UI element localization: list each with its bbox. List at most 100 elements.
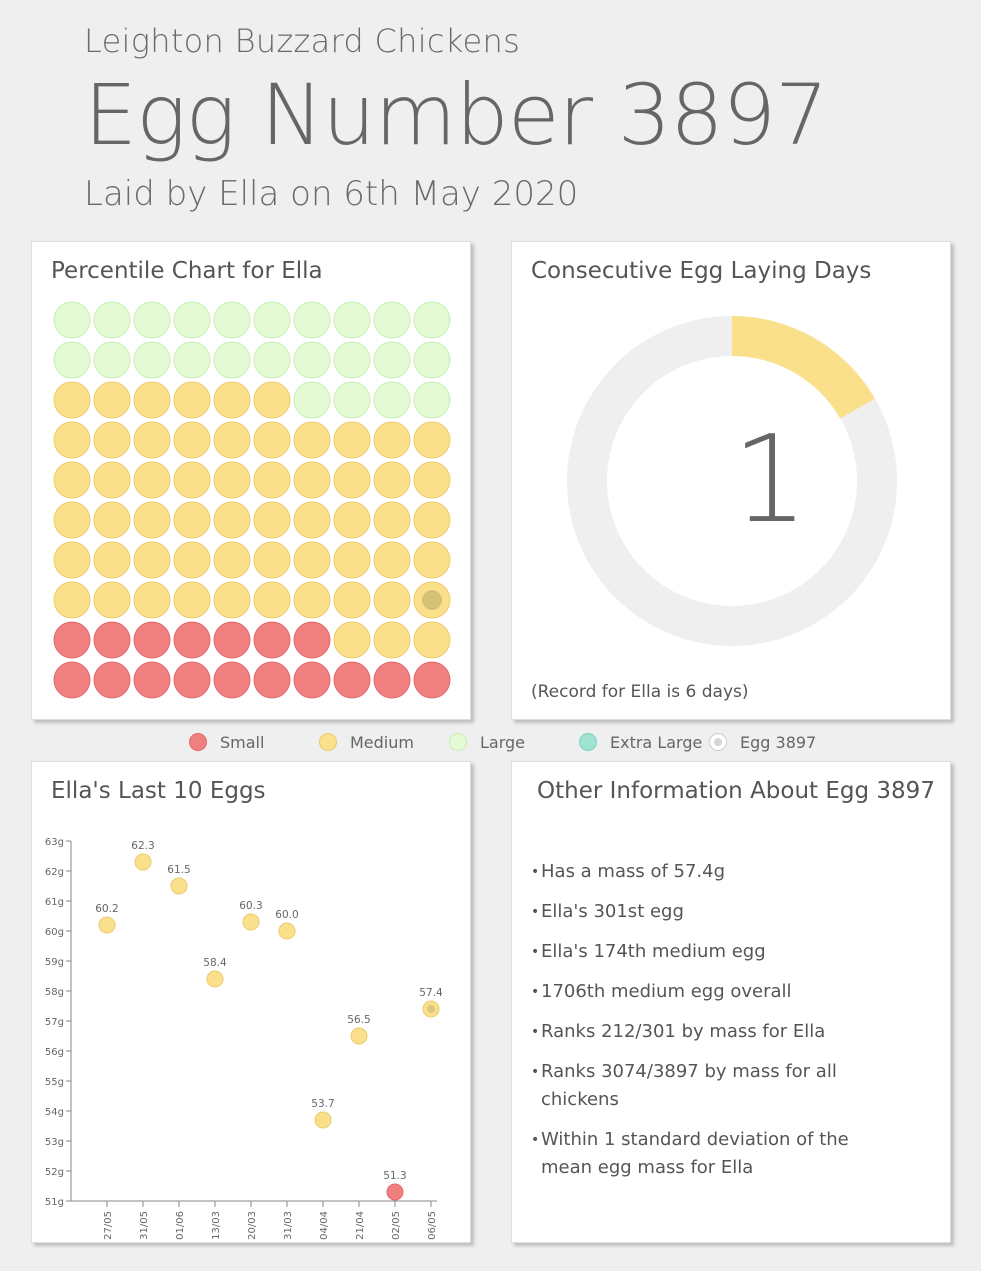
percentile-dot bbox=[173, 301, 211, 339]
percentile-dot bbox=[293, 621, 331, 659]
percentile-dot bbox=[253, 421, 291, 459]
percentile-dot bbox=[213, 661, 251, 699]
legend-swatch-egg bbox=[709, 733, 727, 751]
info-item: Within 1 standard deviation of the mean … bbox=[531, 1126, 871, 1182]
percentile-dot bbox=[253, 341, 291, 379]
percentile-dot bbox=[93, 661, 131, 699]
percentile-dot bbox=[333, 421, 371, 459]
percentile-dot bbox=[293, 341, 331, 379]
percentile-dot bbox=[173, 381, 211, 419]
site-name: Leighton Buzzard Chickens bbox=[84, 22, 521, 60]
percentile-dot bbox=[373, 661, 411, 699]
percentile-dot bbox=[293, 501, 331, 539]
data-label: 60.3 bbox=[239, 900, 262, 912]
legend-item-medium: Medium bbox=[319, 729, 414, 755]
percentile-dot bbox=[213, 501, 251, 539]
y-tick-label: 62g bbox=[45, 867, 64, 878]
other-info-list: Has a mass of 57.4g Ella's 301st egg Ell… bbox=[531, 858, 871, 1194]
info-item: Ranks 212/301 by mass for Ella bbox=[531, 1018, 871, 1046]
info-item: Has a mass of 57.4g bbox=[531, 858, 871, 886]
consecutive-days-panel: Consecutive Egg Laying Days 1 (Record fo… bbox=[511, 241, 951, 720]
percentile-dot bbox=[413, 461, 451, 499]
consecutive-days-title: Consecutive Egg Laying Days bbox=[531, 258, 872, 284]
y-tick-label: 58g bbox=[45, 987, 64, 998]
percentile-dot bbox=[373, 381, 411, 419]
y-tick-label: 51g bbox=[45, 1197, 64, 1208]
legend: Small Medium Large Extra Large Egg 3897 bbox=[0, 729, 981, 757]
percentile-grid bbox=[53, 301, 451, 699]
percentile-dot bbox=[373, 461, 411, 499]
x-tick-label: 06/05 bbox=[427, 1211, 438, 1240]
percentile-dot bbox=[373, 621, 411, 659]
other-info-title: Other Information About Egg 3897 bbox=[537, 778, 935, 804]
legend-item-small: Small bbox=[189, 729, 264, 755]
percentile-dot bbox=[213, 581, 251, 619]
percentile-dot bbox=[93, 421, 131, 459]
percentile-dot bbox=[173, 501, 211, 539]
percentile-dot bbox=[333, 581, 371, 619]
info-item: Ella's 301st egg bbox=[531, 898, 871, 926]
data-label: 58.4 bbox=[203, 957, 227, 969]
percentile-dot bbox=[213, 381, 251, 419]
egg-highlight-marker bbox=[427, 1005, 435, 1013]
percentile-dot bbox=[213, 301, 251, 339]
y-tick-label: 54g bbox=[45, 1107, 64, 1118]
percentile-dot bbox=[173, 581, 211, 619]
percentile-dot bbox=[93, 541, 131, 579]
data-point bbox=[278, 922, 296, 940]
legend-item-large: Large bbox=[449, 729, 525, 755]
x-tick-label: 27/05 bbox=[103, 1211, 114, 1240]
percentile-dot bbox=[293, 381, 331, 419]
legend-label-small: Small bbox=[220, 732, 265, 752]
data-label: 56.5 bbox=[347, 1014, 370, 1026]
data-label: 60.2 bbox=[95, 903, 118, 915]
percentile-dot bbox=[413, 621, 451, 659]
data-point bbox=[170, 877, 188, 895]
percentile-dot bbox=[93, 581, 131, 619]
data-point bbox=[350, 1027, 368, 1045]
percentile-dot bbox=[373, 501, 411, 539]
x-tick-label: 20/03 bbox=[247, 1211, 258, 1240]
x-tick-label: 04/04 bbox=[319, 1211, 330, 1240]
percentile-dot bbox=[93, 341, 131, 379]
consecutive-days-ring bbox=[567, 316, 897, 646]
percentile-dot bbox=[53, 421, 91, 459]
percentile-dot bbox=[253, 581, 291, 619]
percentile-dot bbox=[373, 541, 411, 579]
percentile-dot bbox=[53, 581, 91, 619]
data-label: 57.4 bbox=[419, 987, 443, 999]
y-tick-label: 56g bbox=[45, 1047, 64, 1058]
percentile-dot bbox=[253, 621, 291, 659]
percentile-dot bbox=[213, 541, 251, 579]
legend-item-egg: Egg 3897 bbox=[709, 729, 816, 755]
percentile-dot bbox=[253, 661, 291, 699]
percentile-dot bbox=[373, 301, 411, 339]
percentile-dot bbox=[213, 461, 251, 499]
last-ten-eggs-panel: Ella's Last 10 Eggs 51g 52g 53g 54g 55g 56g 57… bbox=[31, 761, 471, 1243]
percentile-dot bbox=[373, 341, 411, 379]
percentile-dot bbox=[93, 301, 131, 339]
percentile-dot bbox=[93, 621, 131, 659]
y-tick-label: 53g bbox=[45, 1137, 64, 1148]
percentile-dot bbox=[253, 381, 291, 419]
page-subtitle: Laid by Ella on 6th May 2020 bbox=[84, 174, 579, 214]
percentile-dot bbox=[373, 421, 411, 459]
percentile-dot bbox=[293, 661, 331, 699]
percentile-dot bbox=[133, 461, 171, 499]
legend-swatch-small bbox=[189, 733, 207, 751]
percentile-chart-panel: Percentile Chart for Ella bbox=[31, 241, 471, 720]
percentile-dot bbox=[173, 341, 211, 379]
percentile-dot bbox=[133, 501, 171, 539]
x-tick-label: 01/06 bbox=[175, 1211, 186, 1240]
data-label: 53.7 bbox=[311, 1098, 334, 1110]
percentile-dot bbox=[173, 421, 211, 459]
legend-swatch-extra-large bbox=[579, 733, 597, 751]
percentile-dot bbox=[413, 421, 451, 459]
y-tick-label: 61g bbox=[45, 897, 64, 908]
info-item: 1706th medium egg overall bbox=[531, 978, 871, 1006]
y-tick-label: 55g bbox=[45, 1077, 64, 1088]
percentile-dot bbox=[333, 381, 371, 419]
percentile-dot bbox=[213, 621, 251, 659]
percentile-dot bbox=[333, 501, 371, 539]
percentile-dot bbox=[213, 341, 251, 379]
